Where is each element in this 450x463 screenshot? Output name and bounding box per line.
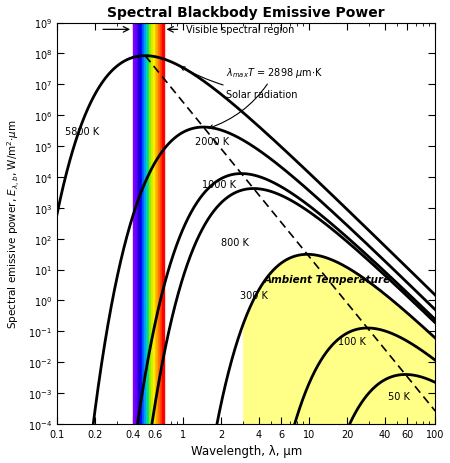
Text: 2000 K: 2000 K <box>195 136 230 146</box>
Text: 1000 K: 1000 K <box>202 179 235 189</box>
X-axis label: Wavelength, λ, μm: Wavelength, λ, μm <box>190 444 302 457</box>
Text: Ambient Temperature: Ambient Temperature <box>264 274 391 284</box>
Text: Solar radiation: Solar radiation <box>181 68 298 100</box>
Text: Visible spectral region: Visible spectral region <box>186 25 294 35</box>
Bar <box>153 24 155 424</box>
Text: $\lambda_{max}T$ = 2898 $\mu$m$\cdot$K: $\lambda_{max}T$ = 2898 $\mu$m$\cdot$K <box>209 66 323 129</box>
Bar <box>155 24 157 424</box>
Bar <box>149 24 151 424</box>
Bar <box>144 24 146 424</box>
Text: 50 K: 50 K <box>388 391 410 401</box>
Bar <box>157 24 158 424</box>
Bar <box>133 24 135 424</box>
Text: 300 K: 300 K <box>239 290 267 300</box>
Title: Spectral Blackbody Emissive Power: Spectral Blackbody Emissive Power <box>108 6 385 19</box>
Bar <box>138 24 140 424</box>
Text: 800 K: 800 K <box>221 237 249 247</box>
Bar <box>146 24 148 424</box>
Bar <box>158 24 160 424</box>
Text: 100 K: 100 K <box>338 336 366 346</box>
Text: 5800 K: 5800 K <box>65 127 99 137</box>
Bar <box>162 24 164 424</box>
Bar <box>136 24 138 424</box>
Bar <box>135 24 136 424</box>
Bar <box>140 24 142 424</box>
Bar <box>151 24 153 424</box>
Bar <box>142 24 144 424</box>
Bar <box>148 24 149 424</box>
Bar <box>160 24 162 424</box>
Y-axis label: Spectral emissive power, $E_{\lambda,b}$, W/m$^2$$\cdot$$\mu$m: Spectral emissive power, $E_{\lambda,b}$… <box>5 119 22 328</box>
